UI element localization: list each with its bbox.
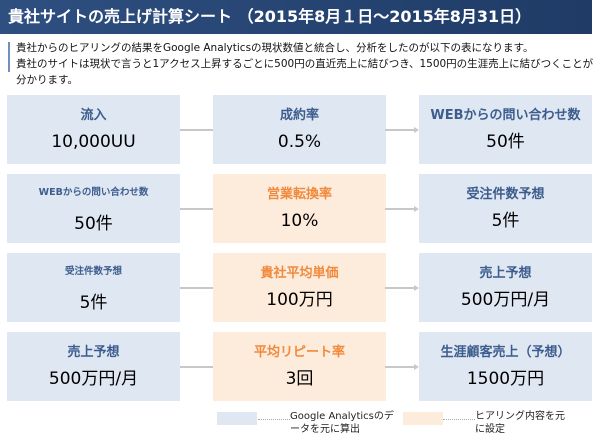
metric-box: 受注件数予想 5件 <box>419 174 592 243</box>
page-title: 貴社サイトの売上げ計算シート （2015年8月１日～2015年8月31日） <box>0 0 592 34</box>
metric-box: 流入 10,000UU <box>7 95 180 164</box>
metric-box: 成約率 0.5% <box>213 95 386 164</box>
legend-leader <box>443 419 475 420</box>
description-line-1: 貴社からのヒアリングの結果をGoogle Analyticsの現状数値と統合し、… <box>16 42 534 54</box>
metric-label: 受注件数予想 <box>466 187 545 202</box>
metric-value: 100万円 <box>266 290 333 310</box>
metric-value: 50件 <box>74 214 113 234</box>
metric-box: WEBからの問い合わせ数 50件 <box>7 174 180 243</box>
arrow-icon <box>414 285 419 291</box>
metric-value: 50件 <box>486 132 525 152</box>
metric-box: WEBからの問い合わせ数 50件 <box>419 95 592 164</box>
metric-label: 成約率 <box>279 108 319 123</box>
metric-label: 売上予想 <box>479 266 532 281</box>
metric-value: 500万円/月 <box>48 369 139 389</box>
metric-box: 生涯顧客売上（予想） 1500万円 <box>419 332 592 401</box>
metric-label: 営業転換率 <box>266 187 332 202</box>
connector-line <box>180 366 213 368</box>
metric-value: 3回 <box>285 369 314 389</box>
metric-box: 受注件数予想 5件 <box>7 253 180 322</box>
quote-bar <box>8 42 10 72</box>
legend-leader <box>258 419 290 420</box>
description: 貴社からのヒアリングの結果をGoogle Analyticsの現状数値と統合し、… <box>8 40 596 88</box>
metric-label: 生涯顧客売上（予想） <box>440 345 571 360</box>
metric-label: WEBからの問い合わせ数 <box>430 108 581 123</box>
metric-label: 売上予想 <box>67 345 120 360</box>
metric-value: 5件 <box>491 211 520 231</box>
connector-line <box>180 208 213 210</box>
metric-label: 貴社平均単価 <box>260 266 339 281</box>
connector-line <box>385 129 414 131</box>
metric-label: 受注件数予想 <box>64 266 122 277</box>
metric-value: 10,000UU <box>51 132 136 152</box>
connector-line <box>385 208 414 210</box>
arrow-icon <box>414 364 419 370</box>
metric-label: 流入 <box>80 108 107 123</box>
connector-line <box>385 287 414 289</box>
metric-box: 平均リピート率 3回 <box>213 332 386 401</box>
legend-ga-label: Google Analyticsのデータを元に算出 <box>290 411 394 435</box>
metric-value: 0.5% <box>277 132 322 152</box>
description-line-2: 貴社のサイトは現状で言うと1アクセス上昇するごとに500円の直近売上に結びつき、… <box>16 58 594 86</box>
metric-box: 営業転換率 10% <box>213 174 386 243</box>
metric-box: 売上予想 500万円/月 <box>419 253 592 322</box>
connector-line <box>385 366 414 368</box>
metric-label: 平均リピート率 <box>253 345 345 360</box>
legend-hearing-label: ヒアリング内容を元に設定 <box>475 411 565 435</box>
metric-box: 売上予想 500万円/月 <box>7 332 180 401</box>
connector-line <box>180 129 213 131</box>
arrow-icon <box>414 127 419 133</box>
metric-value: 500万円/月 <box>460 290 551 310</box>
legend-swatch-hearing <box>403 412 443 425</box>
metric-value: 10% <box>280 211 319 231</box>
metric-label: WEBからの問い合わせ数 <box>38 187 149 198</box>
legend-swatch-ga <box>217 412 257 425</box>
metric-value: 5件 <box>79 293 108 313</box>
metric-box: 貴社平均単価 100万円 <box>213 253 386 322</box>
metric-value: 1500万円 <box>466 369 545 389</box>
connector-line <box>180 287 213 289</box>
arrow-icon <box>414 206 419 212</box>
